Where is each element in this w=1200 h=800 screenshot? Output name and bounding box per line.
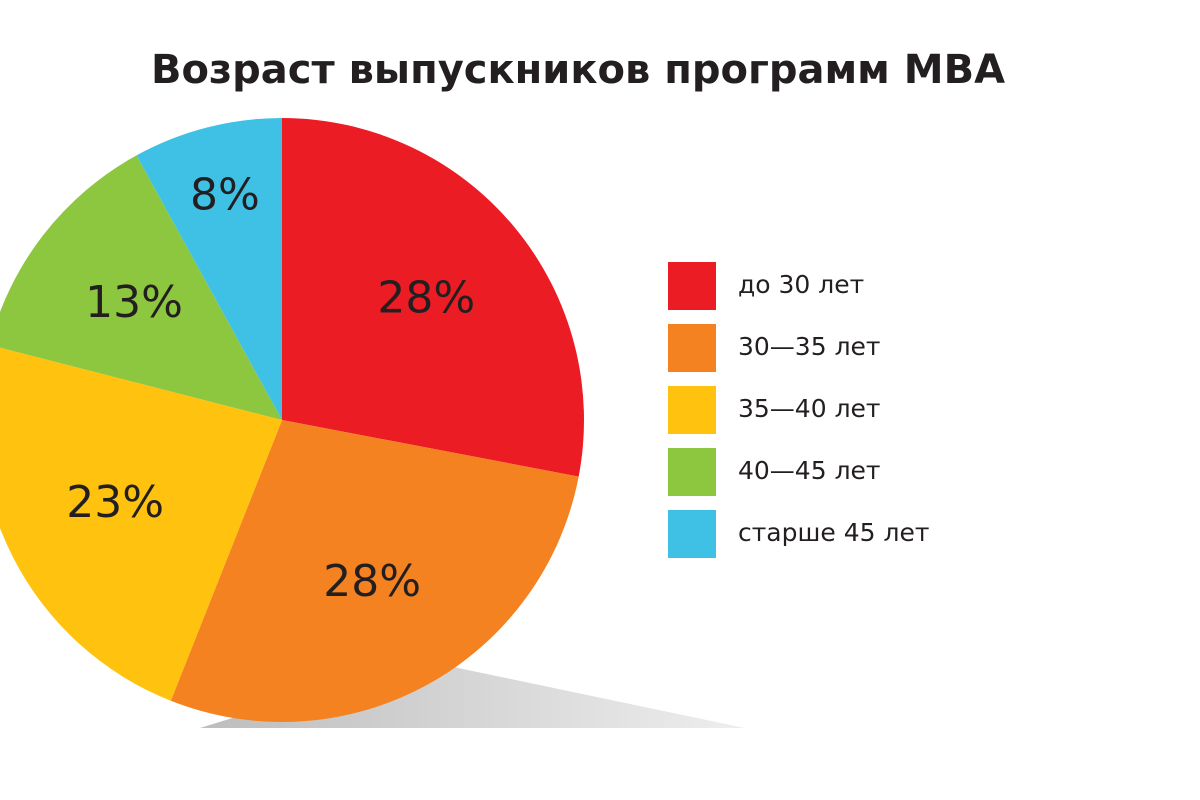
value-label: 28% bbox=[377, 273, 475, 324]
pie-slice bbox=[170, 420, 579, 722]
pie-slice bbox=[282, 118, 585, 477]
pie-slice bbox=[136, 118, 282, 420]
value-label: 28% bbox=[323, 556, 421, 607]
legend-label: 35—40 лет bbox=[738, 394, 881, 423]
pie bbox=[0, 118, 585, 722]
legend-label: старше 45 лет bbox=[738, 518, 929, 547]
value-label: 13% bbox=[85, 277, 183, 328]
legend-swatch bbox=[668, 448, 716, 496]
value-label: 23% bbox=[66, 477, 164, 528]
legend-swatch bbox=[668, 386, 716, 434]
legend-swatch bbox=[668, 324, 716, 372]
legend-swatch bbox=[668, 262, 716, 310]
legend-label: 30—35 лет bbox=[738, 332, 881, 361]
legend-label: до 30 лет bbox=[738, 270, 864, 299]
value-label: 8% bbox=[190, 170, 260, 221]
legend-swatch bbox=[668, 510, 716, 558]
legend-label: 40—45 лет bbox=[738, 456, 881, 485]
pie-slice bbox=[0, 155, 282, 420]
chart-title: Возраст выпускников программ MBA bbox=[151, 47, 1005, 93]
pie-slice bbox=[0, 347, 282, 701]
